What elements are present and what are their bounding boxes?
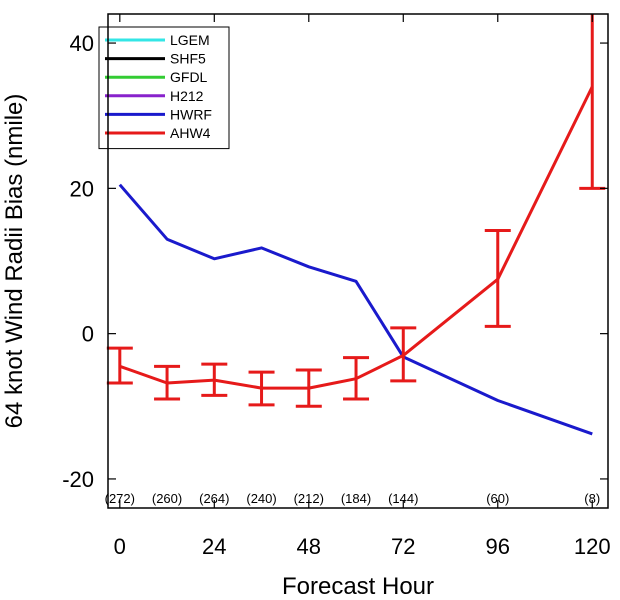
x-axis-title: Forecast Hour: [282, 573, 434, 600]
sample-count-label: (240): [246, 491, 276, 506]
sample-count-label: (272): [105, 491, 135, 506]
legend-label-lgem: LGEM: [170, 32, 210, 48]
error-bar-ahw4: [579, 14, 606, 190]
x-tick-label: 24: [202, 534, 226, 559]
error-bar-ahw4: [484, 228, 511, 328]
error-bar-ahw4: [295, 368, 322, 408]
x-tick-label: 72: [391, 534, 415, 559]
plot-frame: [107, 13, 609, 509]
sample-count-label: (264): [199, 491, 229, 506]
error-bar-ahw4: [106, 346, 133, 385]
sample-count-label: (212): [294, 491, 324, 506]
x-tick-label: 96: [486, 534, 510, 559]
legend-label-hwrf: HWRF: [170, 106, 212, 122]
legend-box: [98, 26, 230, 150]
x-tick-label: 48: [297, 534, 321, 559]
x-tick-label: 0: [114, 534, 126, 559]
legend-label-shf5: SHF5: [170, 51, 206, 67]
error-bar-ahw4: [390, 326, 417, 383]
sample-count-label: (60): [486, 491, 509, 506]
y-tick-label: 0: [82, 322, 94, 347]
axes: 0 24 48 72 96 120 -20 0 20 40: [62, 14, 611, 559]
legend-label-gfdl: GFDL: [170, 69, 208, 85]
y-tick-label: 20: [70, 176, 94, 201]
error-bar-ahw4: [201, 362, 228, 397]
y-axis-title: 64 knot Wind Radii Bias (nmile): [1, 94, 28, 429]
series-layer: (272) (260) (264) (240) (212) (184) (144) (60) (…: [105, 14, 606, 506]
legend-label-h212: H212: [170, 88, 204, 104]
legend-label-ahw4: AHW4: [170, 125, 211, 141]
x-tick-label: 120: [574, 534, 611, 559]
sample-count-label: (260): [152, 491, 182, 506]
error-bar-ahw4: [343, 356, 370, 401]
error-bar-ahw4: [154, 364, 181, 401]
series-line-hwrf: [118, 183, 593, 436]
error-bar-ahw4: [248, 370, 275, 407]
sample-count-label: (184): [341, 491, 371, 506]
sample-count-label: (8): [584, 491, 600, 506]
y-tick-label: -20: [62, 467, 94, 492]
sample-count-label: (144): [388, 491, 418, 506]
legend: LGEM SHF5 GFDL H212 HWRF AHW4: [98, 26, 230, 150]
y-tick-label: 40: [70, 31, 94, 56]
